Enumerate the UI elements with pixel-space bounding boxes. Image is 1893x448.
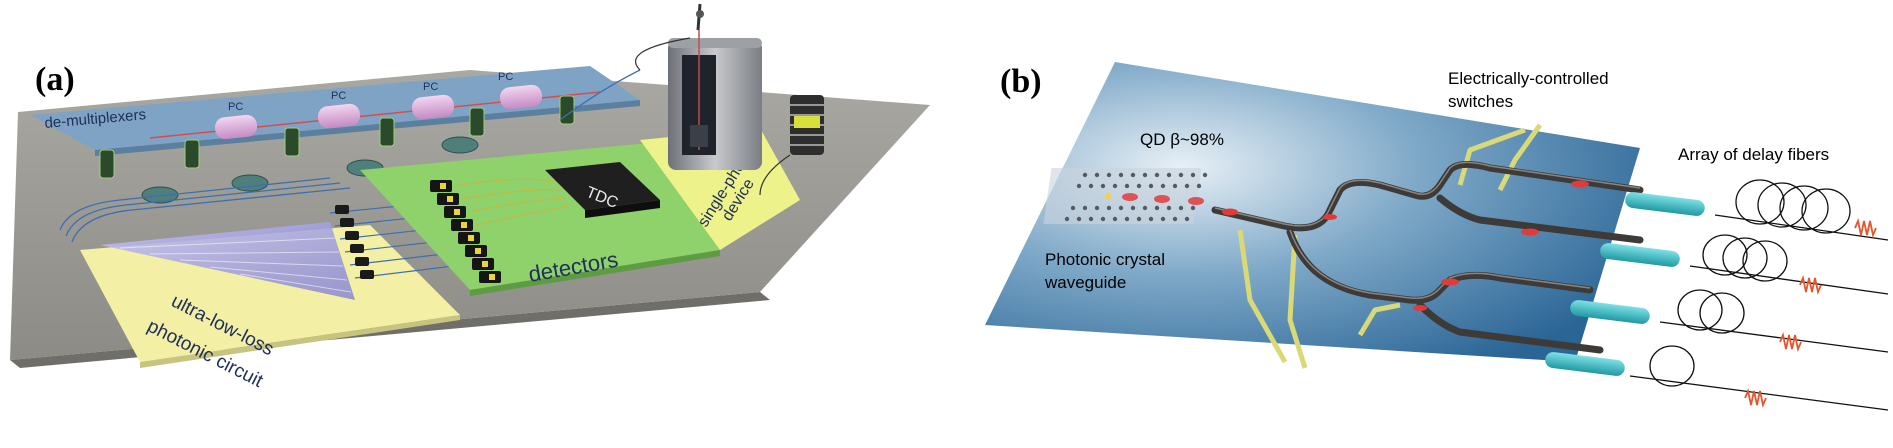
quantum-dot — [1105, 193, 1111, 199]
pc-4: PC — [498, 71, 543, 110]
delay-fiber-1 — [1714, 179, 1889, 241]
switch-label-2: switches — [1448, 92, 1513, 111]
panel-a-label: (a) — [35, 61, 75, 98]
pc-2: PC — [317, 90, 361, 129]
panel-b: (b) — [985, 62, 1889, 411]
pc-label: PC — [228, 101, 243, 113]
pc-label: PC — [423, 81, 438, 93]
photonic-crystal — [1043, 168, 1208, 224]
electrodes — [1237, 123, 1543, 369]
qd-label: QD β~98% — [1140, 130, 1224, 149]
photonic-chip — [985, 62, 1640, 362]
detector-array — [430, 180, 501, 283]
switch-label-1: Electrically-controlled — [1448, 69, 1609, 88]
pc-3: PC — [411, 81, 455, 120]
delay-coils — [1629, 179, 1889, 411]
prism-layers — [119, 237, 352, 293]
delay-fiber-3 — [1659, 289, 1889, 353]
pc-label: PC — [498, 71, 513, 83]
qd-emission — [1122, 193, 1204, 205]
waveguides — [1211, 161, 1644, 354]
signal-pulses — [1222, 180, 1589, 311]
delay-label: Array of delay fibers — [1678, 145, 1829, 164]
demux-board: de-multiplexers PC PC PC PC — [30, 66, 640, 204]
delay-fiber-stubs — [1545, 192, 1705, 376]
fiber-routing — [59, 69, 641, 243]
crystal-label-2: waveguide — [1044, 273, 1126, 292]
detector-board: TDC detectors — [360, 142, 720, 296]
photonic-prism — [100, 222, 355, 300]
waveguide-highlights — [1214, 161, 1641, 300]
pc-label: PC — [331, 90, 346, 102]
pc-1: PC — [214, 101, 258, 140]
cryostat — [635, 3, 762, 170]
tdc-chip: TDC — [545, 162, 660, 218]
panel-a: (a) de-multiplexers PC PC PC — [10, 3, 930, 392]
output-pulses — [1744, 218, 1877, 408]
tdc-wires — [454, 178, 569, 226]
crystal-label-1: Photonic crystal — [1045, 250, 1165, 269]
polarizer-stacks — [99, 95, 575, 179]
delay-fiber-2 — [1689, 234, 1889, 295]
fiber-spool — [759, 95, 824, 196]
delay-fiber-4 — [1629, 345, 1889, 411]
panel-b-label: (b) — [1000, 63, 1042, 100]
